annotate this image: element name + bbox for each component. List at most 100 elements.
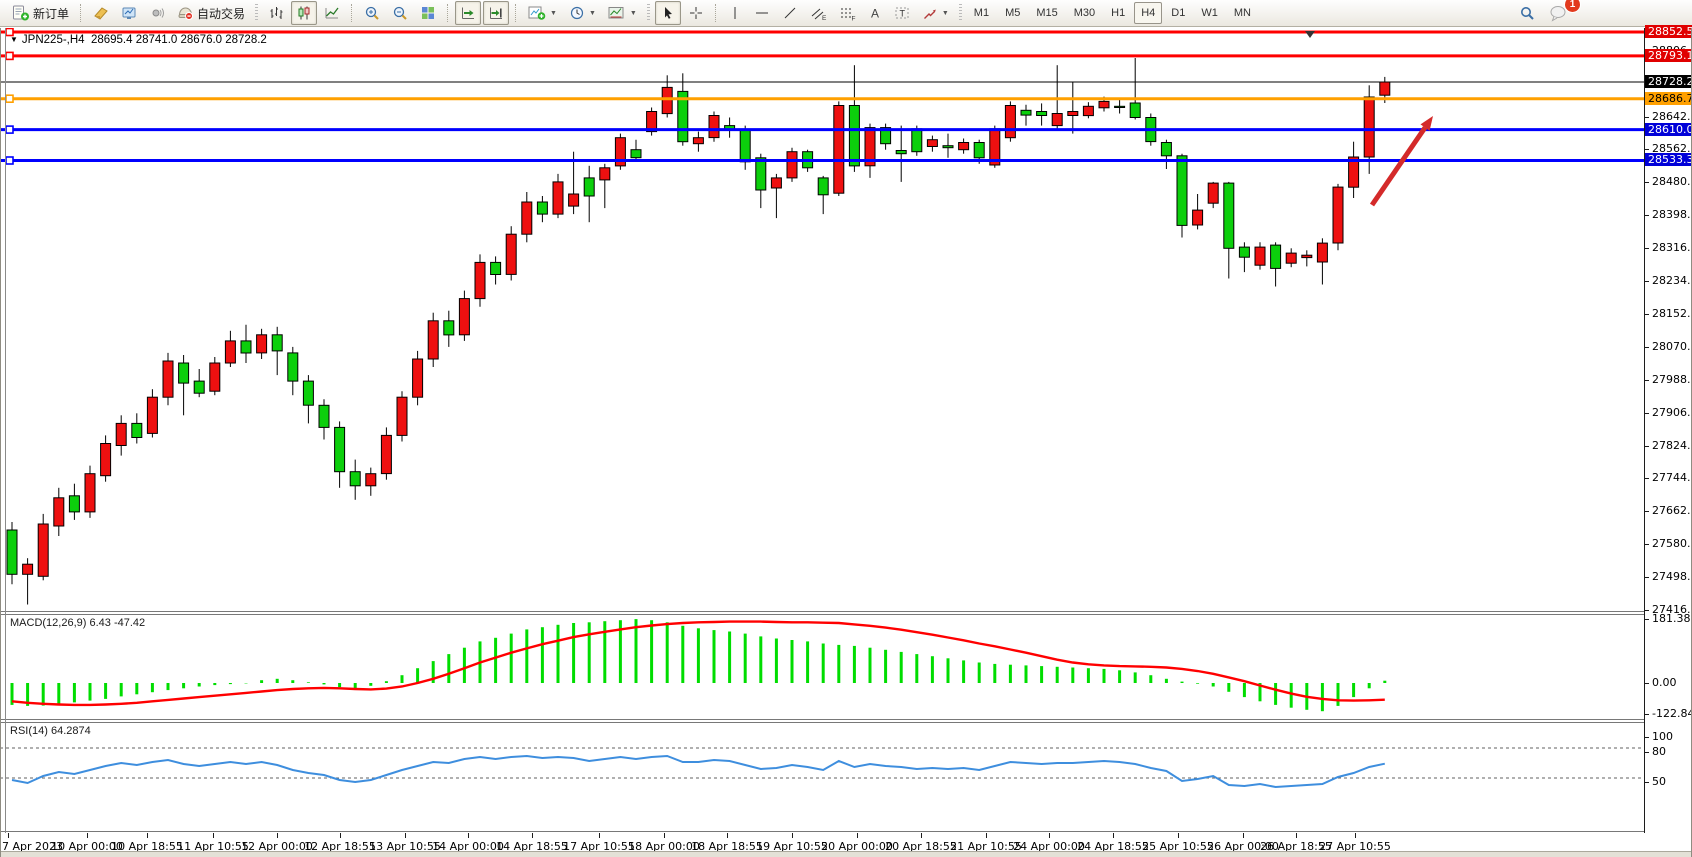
candle-body-bullish — [1098, 100, 1110, 109]
cursor-button[interactable] — [654, 1, 681, 25]
separator — [80, 4, 82, 22]
tile-windows-button[interactable] — [415, 1, 441, 25]
chart-shift-button[interactable] — [483, 1, 510, 25]
candle-body-bullish — [209, 362, 221, 392]
candle-body-bearish — [583, 177, 595, 197]
candle-body-bullish — [926, 139, 938, 147]
price-tick-label: 27824.0 — [1652, 439, 1692, 452]
chart-ohlc-values: 28695.4 28741.0 28676.0 28728.2 — [90, 34, 267, 46]
time-tick — [147, 833, 148, 838]
chart-symbol-label: JPN225-,H4 — [21, 34, 85, 46]
candle-body-bearish — [1176, 155, 1188, 226]
price-tick — [1645, 149, 1649, 150]
auto-scroll-button[interactable] — [455, 1, 482, 25]
metaeditor-icon — [94, 7, 108, 20]
horizontal-line-button[interactable] — [749, 1, 775, 25]
hline-anchor[interactable] — [5, 28, 14, 37]
zoom-in-button[interactable] — [359, 1, 385, 25]
separator — [515, 4, 517, 22]
price-tick — [1645, 215, 1649, 216]
trendline-button[interactable] — [777, 1, 803, 25]
notification-badge[interactable]: 1 — [1564, 0, 1581, 13]
timeframe-button-mn[interactable]: MN — [1233, 7, 1251, 19]
channel-button[interactable]: E — [805, 1, 832, 25]
timeframe-button-m30[interactable]: M30 — [1073, 7, 1096, 19]
candle-body-bearish — [178, 362, 190, 384]
timeframe-button-h4[interactable]: H4 — [1134, 2, 1163, 24]
text-label-button[interactable]: T — [889, 1, 915, 25]
timeframe-button-d1[interactable]: D1 — [1171, 7, 1186, 19]
bar-chart-icon — [270, 7, 283, 19]
chart-shift-marker-icon[interactable] — [1305, 31, 1315, 38]
auto-trading-button[interactable]: 自动交易 — [172, 1, 250, 25]
candlestick-chart-button[interactable] — [291, 1, 318, 25]
text-a-icon: A — [871, 7, 879, 21]
candle-body-bullish — [412, 358, 424, 398]
chat-button[interactable]: 1 — [1543, 0, 1581, 25]
periods-button[interactable]: ▼ — [564, 1, 601, 25]
time-label: 13 Apr 10:55 — [369, 840, 441, 853]
hline-anchor[interactable] — [5, 94, 14, 103]
hline-anchor[interactable] — [5, 51, 14, 61]
timeframe-button-w1[interactable]: W1 — [1201, 7, 1218, 19]
price-tick-label: 27580.0 — [1652, 537, 1692, 550]
indicators-button[interactable]: ▼ — [523, 1, 562, 25]
candle-body-bearish — [911, 128, 923, 153]
price-tick — [1645, 610, 1649, 611]
zoom-out-icon — [393, 6, 407, 20]
timeframe-button-m5[interactable]: M5 — [1005, 7, 1021, 19]
strategy-tester-button[interactable] — [144, 1, 170, 25]
fibonacci-button[interactable]: F — [834, 1, 861, 25]
price-axis[interactable]: 28806.028642.028562.028480.028398.028316… — [1645, 25, 1692, 833]
candle-body-bullish — [1067, 111, 1079, 116]
macd-panel-canvas[interactable] — [0, 613, 1644, 719]
candle-body-bullish — [521, 201, 533, 235]
trend-arrow-line[interactable] — [1369, 126, 1428, 207]
templates-button[interactable]: ▼ — [603, 1, 642, 25]
candle-body-bearish — [318, 404, 330, 428]
time-label: 21 Apr 10:55 — [950, 840, 1022, 853]
rsi-panel-canvas[interactable] — [0, 721, 1644, 831]
toolbar-grip — [958, 4, 962, 22]
timeframe-button-h1[interactable]: H1 — [1111, 7, 1126, 19]
timeframe-button-m1[interactable]: M1 — [973, 7, 990, 19]
search-button[interactable] — [1514, 1, 1541, 25]
time-tick — [277, 833, 278, 838]
terminal-button[interactable] — [116, 1, 142, 25]
window-border-left — [0, 28, 1, 857]
candle-body-bearish — [973, 142, 985, 159]
vertical-line-button[interactable] — [723, 1, 747, 25]
arrows-icon — [923, 9, 936, 19]
line-chart-button[interactable] — [319, 1, 345, 25]
macd-axis-label: -122.84 — [1652, 707, 1692, 720]
metaeditor-button[interactable] — [88, 1, 114, 25]
bar-chart-button[interactable] — [263, 1, 289, 25]
candle-body-bullish — [786, 151, 798, 179]
timeframe-button-m15[interactable]: M15 — [1036, 7, 1058, 19]
candle-body-bearish — [942, 145, 954, 149]
panel-separator[interactable] — [0, 611, 1692, 615]
crosshair-button[interactable] — [683, 1, 709, 25]
time-label: 25 Apr 10:55 — [1142, 840, 1214, 853]
dropdown-caret-icon: ▼ — [588, 9, 596, 17]
macd-signal-line — [11, 620, 1385, 707]
text-button[interactable]: A — [863, 1, 887, 25]
rsi-line — [11, 754, 1386, 789]
candle-body-bearish — [193, 380, 205, 394]
hline-anchor[interactable] — [5, 125, 14, 134]
price-chart-canvas[interactable] — [0, 28, 1644, 612]
zoom-out-button[interactable] — [387, 1, 413, 25]
candle-body-bullish — [22, 563, 34, 575]
candle-body-bullish — [770, 177, 782, 189]
candle-body-bullish — [37, 523, 49, 577]
trend-arrow-head[interactable] — [1420, 116, 1434, 131]
candle-body-bearish — [755, 157, 767, 191]
one-click-trading-toggle-icon[interactable]: ▼ — [10, 35, 18, 44]
macd-axis-tick — [1645, 714, 1649, 715]
hline-anchor[interactable] — [5, 156, 14, 165]
arrows-button[interactable]: ▼ — [917, 1, 954, 25]
toolbar-grip — [646, 4, 650, 22]
panel-separator[interactable] — [0, 719, 1692, 723]
new-order-button[interactable]: 新订单 — [7, 1, 74, 25]
candle-body-bullish — [1207, 182, 1219, 204]
